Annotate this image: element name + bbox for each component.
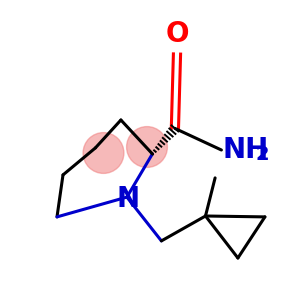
Circle shape [127, 127, 167, 167]
Text: NH: NH [223, 136, 269, 164]
Text: 2: 2 [256, 145, 269, 164]
Circle shape [83, 133, 124, 173]
Text: O: O [165, 20, 189, 48]
Text: N: N [117, 184, 140, 213]
